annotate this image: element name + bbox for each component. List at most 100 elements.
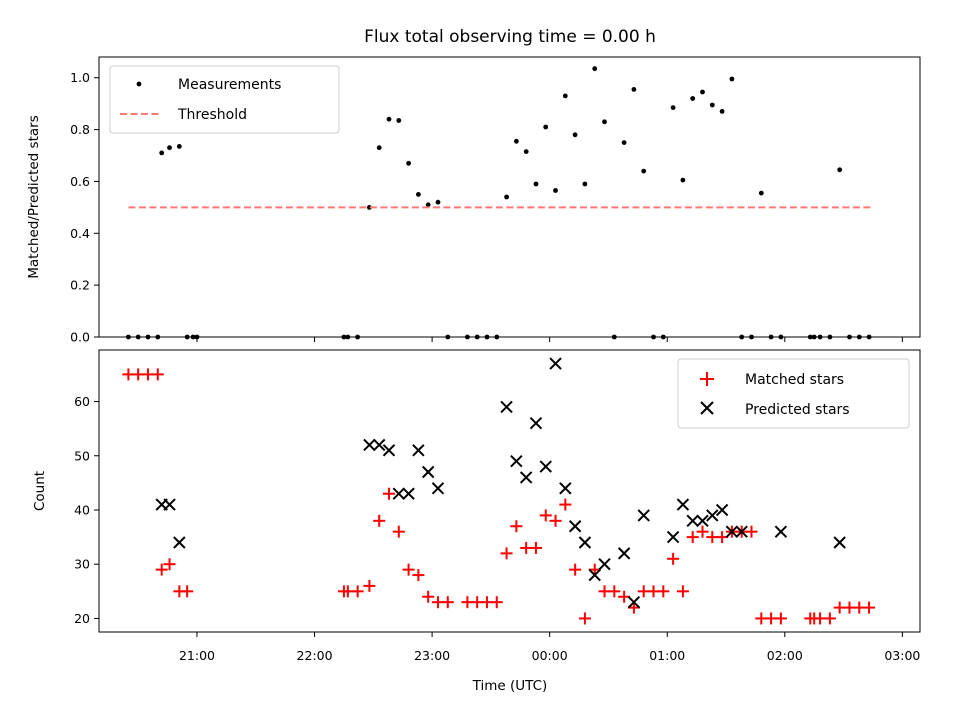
matched-point bbox=[745, 525, 758, 538]
matched-point bbox=[163, 558, 176, 571]
measurement-point bbox=[680, 177, 686, 183]
matched-point bbox=[500, 547, 513, 560]
measurement-point bbox=[159, 150, 165, 156]
measurement-point bbox=[562, 93, 568, 99]
legend-label-measurements: Measurements bbox=[178, 77, 281, 93]
measurement-point bbox=[406, 160, 411, 166]
matched-point bbox=[373, 514, 386, 527]
x-tick-label: 23:00 bbox=[414, 648, 450, 663]
predicted-point bbox=[666, 530, 680, 544]
y-tick-label-ratio: 0.6 bbox=[70, 174, 90, 189]
measurement-point bbox=[837, 167, 843, 173]
predicted-point bbox=[392, 487, 405, 500]
matched-point bbox=[422, 590, 435, 603]
matched-point bbox=[608, 585, 621, 598]
matched-point bbox=[351, 585, 364, 598]
measurement-point bbox=[167, 145, 172, 151]
matched-point bbox=[627, 601, 640, 614]
x-axis-label: Time (UTC) bbox=[472, 678, 548, 694]
legend-bottom-box bbox=[677, 358, 910, 429]
measurement-point bbox=[386, 116, 392, 122]
y-axis-label-ratio: Matched/Predicted stars bbox=[26, 115, 42, 278]
x-tick-label: 22:00 bbox=[297, 648, 333, 663]
flux-ratio-axes: 0.0 0.2 0.4 0.6 0.8 1.0 bbox=[70, 70, 903, 345]
measurement-point bbox=[631, 87, 637, 92]
predicted-point bbox=[715, 503, 729, 517]
y-tick-label-ratio: 0.2 bbox=[70, 278, 90, 293]
matched-point bbox=[441, 596, 454, 609]
measurement-point bbox=[425, 202, 431, 208]
measurement-point bbox=[641, 168, 647, 174]
y-tick-label-count: 40 bbox=[74, 502, 90, 517]
predicted-point bbox=[774, 525, 788, 538]
measurement-point bbox=[758, 190, 764, 196]
flux-ratio-panel: Flux total observing time = 0.00 h 0.00.… bbox=[26, 27, 921, 345]
legend-top: Measurements Threshold bbox=[109, 65, 340, 134]
matched-point bbox=[363, 579, 376, 592]
predicted-point bbox=[735, 525, 748, 538]
legend-label-predicted: Predicted stars bbox=[745, 402, 850, 418]
y-tick-label-ratio: 0.4 bbox=[70, 226, 90, 241]
matched-point bbox=[676, 585, 689, 598]
matched-point bbox=[618, 590, 631, 603]
matched-point bbox=[588, 563, 601, 576]
measurement-point bbox=[690, 96, 696, 101]
predicted-point bbox=[500, 400, 513, 414]
predicted-point bbox=[372, 438, 386, 452]
predicted-point bbox=[539, 460, 552, 473]
y-tick-label-count: 30 bbox=[74, 557, 90, 572]
matched-point bbox=[696, 525, 709, 538]
measurement-point bbox=[592, 66, 598, 72]
predicted-point bbox=[725, 525, 739, 538]
predicted-point bbox=[578, 536, 592, 549]
predicted-point bbox=[598, 558, 611, 571]
predicted-point bbox=[559, 482, 572, 495]
matched-point bbox=[539, 509, 552, 522]
predicted-point bbox=[696, 514, 709, 528]
predicted-point bbox=[163, 498, 176, 511]
x-tick-label: 01:00 bbox=[649, 648, 685, 663]
counts-frame bbox=[98, 349, 921, 633]
matched-point bbox=[549, 514, 562, 527]
measurement-point bbox=[621, 140, 627, 146]
measurement-point bbox=[523, 149, 529, 155]
measurement-point bbox=[416, 192, 421, 197]
measurement-point bbox=[709, 102, 715, 108]
measurement-point bbox=[396, 118, 402, 123]
measurement-point bbox=[729, 76, 735, 82]
y-tick-label-count: 50 bbox=[74, 448, 90, 463]
predicted-point bbox=[617, 547, 631, 560]
matched-point bbox=[402, 563, 415, 576]
predicted-point bbox=[833, 536, 846, 549]
matched-point bbox=[863, 601, 876, 614]
matched-point bbox=[774, 612, 787, 625]
matched-point bbox=[657, 585, 670, 598]
predicted-point bbox=[510, 454, 523, 468]
predicted-point bbox=[676, 498, 690, 511]
matched-point bbox=[151, 368, 164, 381]
measurement-point bbox=[176, 144, 182, 149]
matched-point bbox=[823, 612, 836, 625]
counts-axes: 20 30 40 50 60 21:00 22:00 23:00 00:00 01:00 02:00… bbox=[74, 394, 920, 663]
matched-point bbox=[392, 525, 405, 538]
measurement-point bbox=[572, 132, 578, 138]
legend-swatch-matched bbox=[700, 372, 714, 386]
measurement-point bbox=[582, 181, 588, 187]
measurement-point bbox=[553, 188, 558, 193]
matched-point bbox=[716, 531, 729, 544]
matched-point bbox=[686, 531, 699, 544]
flux-ratio-frame bbox=[98, 56, 921, 338]
predicted-point bbox=[402, 487, 415, 500]
measurement-point bbox=[514, 138, 519, 144]
x-tick-label: 03:00 bbox=[884, 648, 920, 663]
matched-point bbox=[667, 552, 680, 565]
y-tick-label-ratio: 1.0 bbox=[70, 70, 90, 85]
matched-point bbox=[569, 563, 582, 576]
predicted-point bbox=[412, 444, 425, 457]
predicted-point bbox=[549, 357, 562, 370]
legend-label-threshold: Threshold bbox=[177, 107, 247, 123]
y-tick-label-ratio: 0.0 bbox=[70, 330, 90, 345]
legend-bottom: Matched stars Predicted stars bbox=[677, 358, 910, 429]
y-tick-label-count: 20 bbox=[74, 611, 90, 626]
